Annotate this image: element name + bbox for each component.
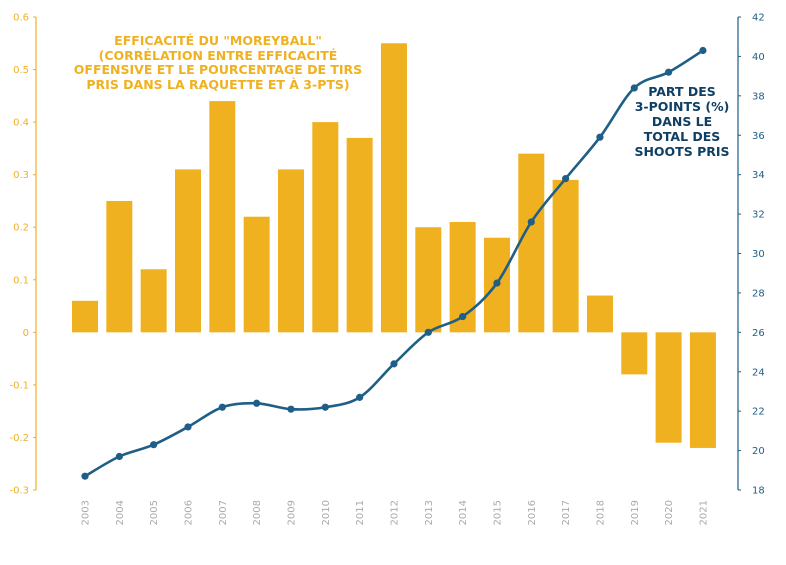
right-tick-label: 18: [752, 486, 765, 497]
bar: [346, 137, 373, 333]
left-tick-label: 0.5: [13, 65, 29, 76]
line-series: [81, 46, 707, 480]
x-tick-label: 2019: [630, 500, 641, 525]
x-tick-label: 2003: [81, 500, 92, 525]
right-tick-label: 28: [752, 288, 765, 299]
x-tick-label: 2020: [664, 500, 675, 525]
left-tick-label: 0.1: [13, 275, 29, 286]
x-axis-ticks: 2003 2004 2005 2006 2007 2008 2009 2010 2011 2012…: [81, 500, 710, 525]
line-point: [630, 84, 638, 92]
x-tick-label: 2004: [115, 500, 126, 525]
bar: [552, 179, 579, 333]
x-tick-label: 2014: [458, 500, 469, 525]
annotation-line: Part des: [648, 84, 716, 99]
line-point: [184, 423, 192, 431]
line-point: [493, 279, 501, 287]
left-tick-label: 0.6: [13, 13, 29, 24]
x-tick-label: 2017: [561, 500, 572, 525]
bar: [518, 153, 545, 333]
right-tick-label: 40: [752, 52, 765, 63]
x-tick-label: 2015: [492, 500, 503, 525]
bar: [174, 169, 201, 333]
line-point: [424, 328, 432, 336]
bar: [415, 227, 442, 333]
bar-series: [72, 43, 716, 448]
bar: [277, 169, 304, 333]
x-tick-label: 2011: [355, 500, 366, 525]
right-tick-label: 36: [752, 131, 765, 142]
annotation-line: offensive et le pourcentage de tirs: [73, 62, 363, 77]
left-axis-ticks: -0.3 -0.2 -0.1 0 0.1 0.2 0.3 0.4 0.5 0.6: [9, 13, 36, 497]
annotation-line: shoots pris: [634, 144, 730, 159]
left-tick-label: -0.1: [9, 380, 29, 391]
right-tick-label: 26: [752, 328, 765, 339]
x-tick-label: 2013: [424, 500, 435, 525]
x-tick-label: 2006: [183, 500, 194, 525]
line-point: [115, 452, 123, 461]
line-series-annotation: Part des 3-points (%) dans le total des …: [618, 84, 746, 159]
annotation-line: dans le: [651, 114, 713, 129]
left-tick-label: 0.4: [13, 118, 29, 129]
right-tick-label: 30: [752, 249, 765, 260]
left-tick-label: 0.2: [13, 223, 29, 234]
left-tick-label: 0: [23, 328, 29, 339]
x-tick-label: 2005: [149, 500, 160, 525]
bar: [209, 101, 236, 333]
bar: [380, 43, 407, 333]
line-point: [150, 441, 158, 449]
line-point: [459, 312, 467, 321]
bar: [689, 332, 716, 448]
right-tick-label: 32: [752, 210, 765, 221]
right-tick-label: 42: [752, 13, 765, 24]
x-tick-label: 2007: [218, 500, 229, 525]
line-point: [81, 472, 89, 480]
x-tick-label: 2012: [389, 500, 400, 525]
line-point: [356, 393, 364, 401]
line-point: [699, 46, 707, 55]
right-tick-label: 24: [752, 367, 765, 378]
annotation-line: 3-points (%): [634, 99, 730, 114]
bar: [243, 216, 270, 333]
line-point: [527, 218, 535, 226]
x-tick-label: 2010: [321, 500, 332, 525]
right-tick-label: 34: [752, 170, 765, 181]
line-point: [665, 68, 673, 76]
right-axis-ticks: 18 20 22 24 26 28 30 32 34 36 38 40 42: [738, 13, 765, 497]
left-tick-label: -0.2: [9, 433, 29, 444]
x-tick-label: 2008: [252, 500, 263, 525]
bar: [621, 332, 648, 375]
right-tick-label: 22: [752, 407, 765, 418]
x-tick-label: 2016: [527, 500, 538, 525]
line-point: [321, 403, 329, 411]
right-tick-label: 38: [752, 91, 765, 102]
annotation-line: total des: [643, 129, 721, 144]
x-tick-label: 2021: [698, 500, 709, 525]
bar: [655, 332, 682, 443]
line-point: [596, 133, 604, 141]
annotation-line: pris dans la raquette et à 3-pts): [86, 76, 350, 92]
x-tick-label: 2018: [595, 500, 606, 525]
bar: [106, 200, 133, 333]
line-point: [562, 175, 570, 183]
bar: [72, 300, 98, 333]
annotation-line: (corrélation entre efficacité: [98, 47, 338, 63]
line-point: [287, 405, 295, 413]
line-point: [253, 399, 261, 407]
bar: [140, 269, 167, 333]
bar: [586, 295, 613, 333]
line-point: [390, 360, 398, 368]
line-point: [218, 403, 226, 411]
left-tick-label: -0.3: [9, 486, 29, 497]
annotation-line: Efficacité du "Moreyball": [114, 33, 322, 48]
left-tick-label: 0.3: [13, 170, 29, 181]
bar-series-annotation: Efficacité du "Moreyball" (corrélation e…: [62, 33, 374, 92]
x-tick-label: 2009: [286, 500, 297, 525]
bar: [312, 122, 339, 333]
right-tick-label: 20: [752, 446, 765, 457]
